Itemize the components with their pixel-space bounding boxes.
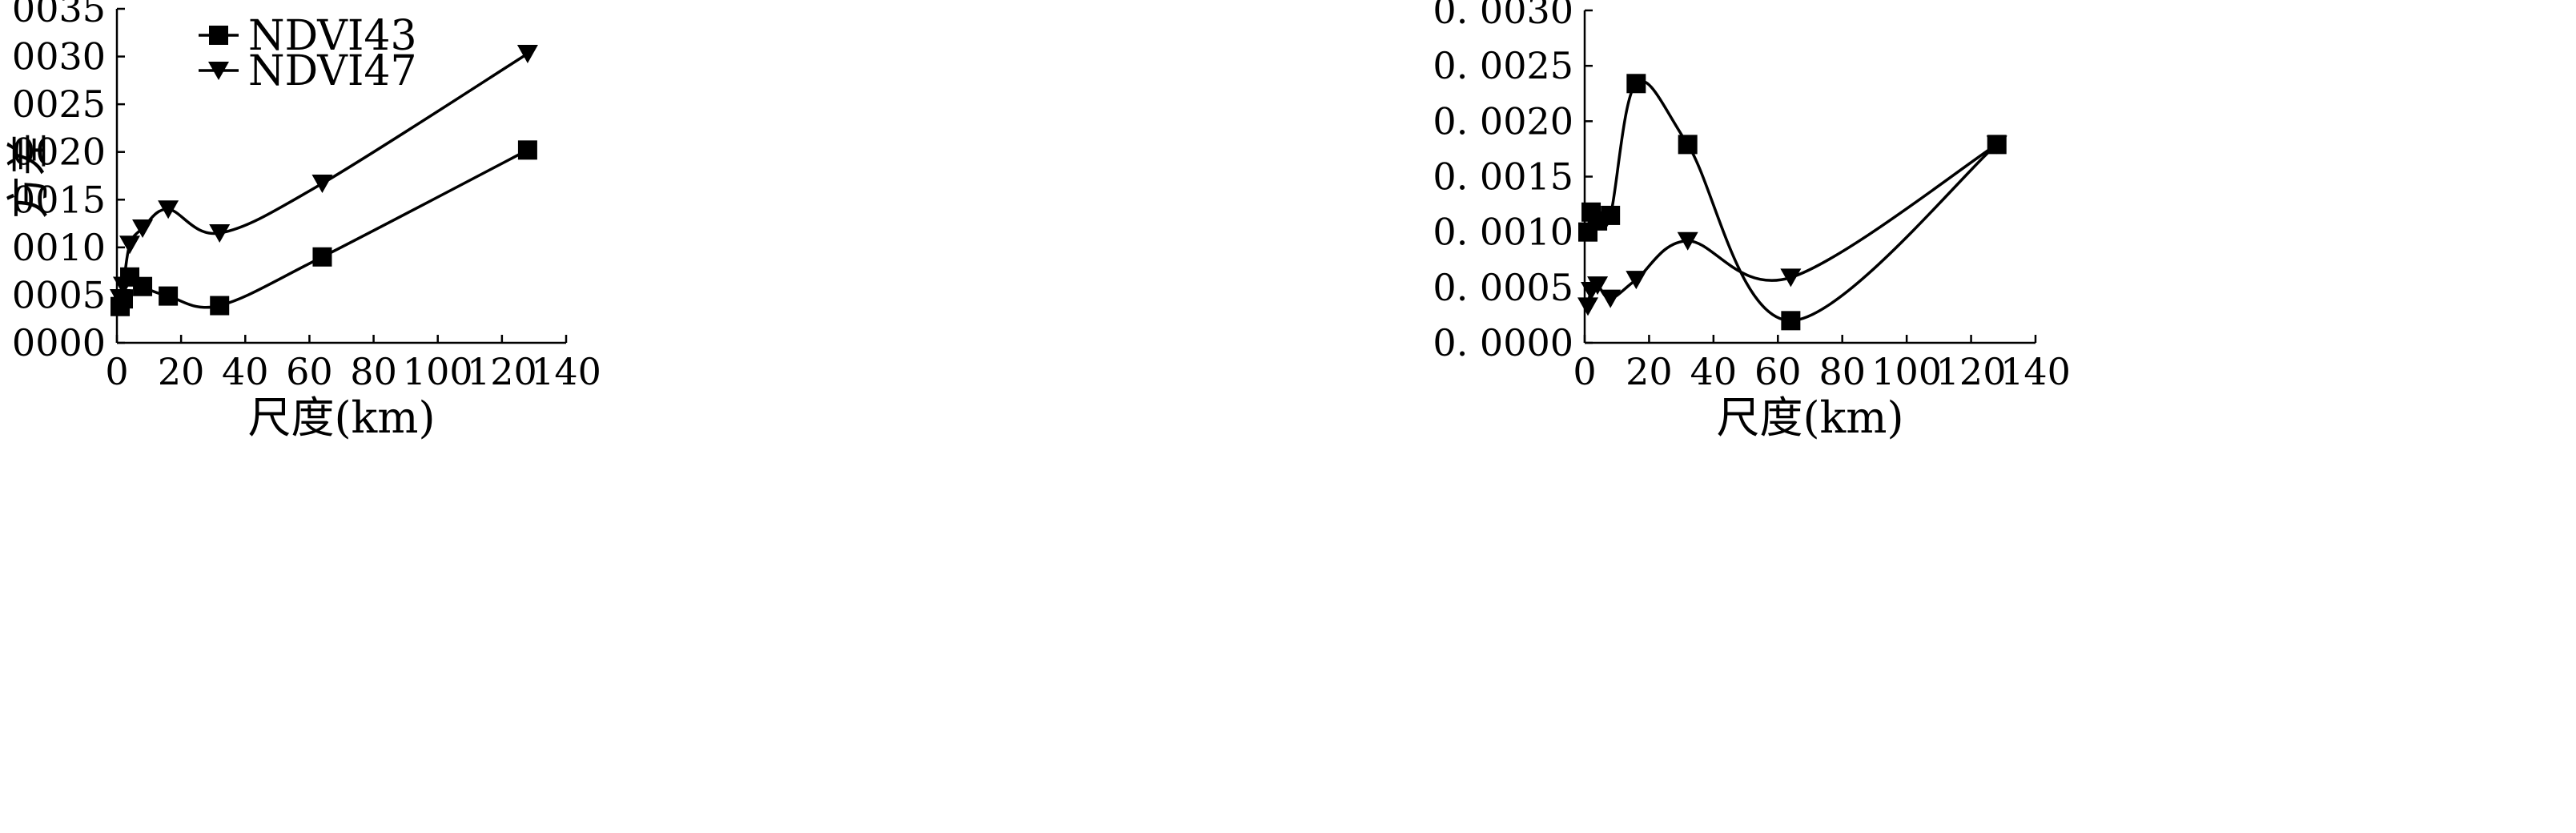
legend-marker <box>208 62 229 80</box>
y-tick-label: 0. 0005 <box>0 273 106 316</box>
data-point-ndvi110 <box>1677 231 1698 251</box>
data-point-ndvi47 <box>158 200 179 219</box>
x-tick-label: 120 <box>467 350 537 393</box>
data-point-ndvi110 <box>1780 268 1802 288</box>
y-tick-label: 0. 0015 <box>0 178 106 221</box>
data-point-ndvi110 <box>1626 271 1647 290</box>
data-point-ndvi47 <box>209 223 231 243</box>
x-tick-label: 80 <box>1818 350 1866 393</box>
data-point-ndvi100 <box>1626 74 1646 94</box>
chart-right-variance-ndvi100-110: 0. 0000 0. 0005 0. 0010 0. 0015 0. 0020 0. 00… <box>1433 0 2071 443</box>
data-point-ndvi110 <box>1577 297 1599 316</box>
legend-label: NDVI43 <box>248 12 417 60</box>
x-tick-label: 100 <box>403 350 473 393</box>
x-tick-label: 0 <box>1573 350 1596 393</box>
data-point-ndvi47 <box>311 175 333 194</box>
y-tick-label: 0. 0015 <box>1433 155 1573 199</box>
y-tick-label: 0. 0035 <box>0 0 106 30</box>
series-line-ndvi100 <box>1586 79 1998 323</box>
x-tick-label: 120 <box>1936 350 2007 393</box>
y-tick-label: 0. 0020 <box>1433 99 1573 143</box>
legend-marker <box>209 26 228 45</box>
data-point-ndvi100 <box>1601 205 1621 225</box>
series-line-ndvi47 <box>119 52 528 299</box>
data-point-ndvi100 <box>1781 311 1801 331</box>
legend-label: NDVI47 <box>248 47 417 95</box>
data-point-ndvi43 <box>312 247 332 267</box>
data-point-ndvi47 <box>516 44 538 63</box>
x-tick-label: 60 <box>1754 350 1802 393</box>
y-tick-label: 0. 0030 <box>0 35 106 78</box>
y-tick-label: 0. 0010 <box>1433 211 1573 254</box>
series-line-ndvi43 <box>119 148 528 309</box>
x-tick-label: 140 <box>531 350 601 393</box>
data-point-ndvi43 <box>133 276 153 296</box>
x-tick-label: 100 <box>1871 350 1942 393</box>
x-tick-label: 0 <box>105 350 128 393</box>
y-tick-label: 0. 0020 <box>0 131 106 174</box>
y-tick-label: 0. 0000 <box>1433 321 1573 364</box>
data-point-ndvi110 <box>1587 276 1609 296</box>
x-axis-label: 尺度(km) <box>1716 392 1903 443</box>
x-tick-label: 20 <box>1626 350 1673 393</box>
data-point-ndvi43 <box>517 140 537 160</box>
y-tick-label: 0. 0000 <box>0 321 106 364</box>
y-tick-label: 0. 0030 <box>1433 0 1573 32</box>
data-point-ndvi47 <box>119 235 141 255</box>
y-tick-label: 0. 0010 <box>0 226 106 269</box>
data-point-ndvi43 <box>210 296 230 316</box>
data-point-ndvi47 <box>110 289 131 308</box>
y-tick-label: 0. 0025 <box>0 82 106 126</box>
data-point-ndvi110 <box>1600 289 1622 308</box>
y-tick-label: 0. 0005 <box>1433 266 1573 309</box>
plot-group: 0. 0000 0. 0005 0. 0010 0. 0015 0. 0020 0. 00… <box>1433 0 2071 443</box>
x-axis-label: 尺度(km) <box>247 392 435 443</box>
x-tick-label: 40 <box>1690 350 1738 393</box>
y-axis-label: 方差 <box>3 133 54 219</box>
y-tick-label: 0. 0025 <box>1433 44 1573 87</box>
x-tick-label: 40 <box>222 350 269 393</box>
data-point-ndvi47 <box>113 276 135 296</box>
x-tick-label: 60 <box>286 350 333 393</box>
data-point-ndvi100 <box>1678 135 1698 155</box>
data-point-ndvi110 <box>1986 135 2007 155</box>
x-tick-label: 20 <box>158 350 205 393</box>
x-tick-label: 80 <box>350 350 397 393</box>
data-point-ndvi47 <box>132 219 154 239</box>
x-tick-label: 140 <box>2000 350 2071 393</box>
data-point-ndvi43 <box>159 286 179 306</box>
